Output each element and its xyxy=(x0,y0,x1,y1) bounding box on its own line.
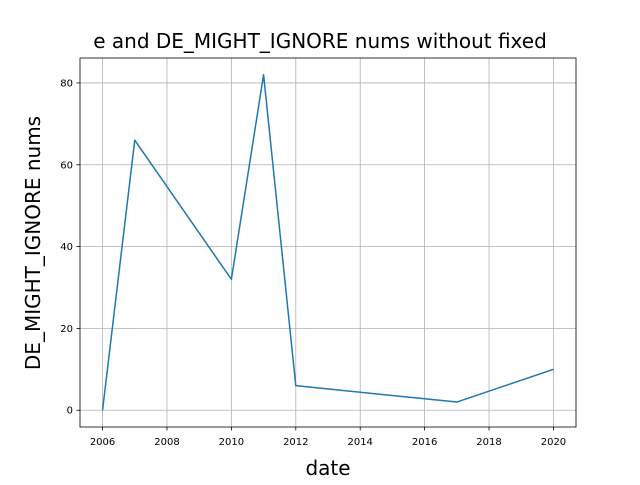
axes-frame xyxy=(80,58,576,427)
x-axis-label: date xyxy=(305,456,350,480)
x-tick-label: 2006 xyxy=(90,437,115,448)
x-tick-label: 2008 xyxy=(154,437,179,448)
y-tick-label: 0 xyxy=(67,406,73,417)
chart-title: e and DE_MIGHT_IGNORE nums without fixed xyxy=(93,29,547,53)
series-layer xyxy=(103,75,554,410)
y-axis-label: DE_MIGHT_IGNORE nums xyxy=(21,116,45,370)
x-tick-label: 2014 xyxy=(347,437,372,448)
y-tick-label: 20 xyxy=(60,324,73,335)
y-tick-label: 60 xyxy=(60,160,73,171)
x-tick-label: 2020 xyxy=(541,437,566,448)
x-tick-label: 2010 xyxy=(219,437,244,448)
x-tick-label: 2012 xyxy=(283,437,308,448)
y-tick-label: 40 xyxy=(60,242,73,253)
series-line xyxy=(103,75,554,410)
grid-layer xyxy=(80,58,576,427)
x-tick-label: 2016 xyxy=(412,437,437,448)
x-tick-label: 2018 xyxy=(476,437,501,448)
y-tick-label: 80 xyxy=(60,78,73,89)
tick-layer: 2006 2008 2010 2012 2014 2016 2018 2020 0 20 40 60 8… xyxy=(60,78,566,448)
